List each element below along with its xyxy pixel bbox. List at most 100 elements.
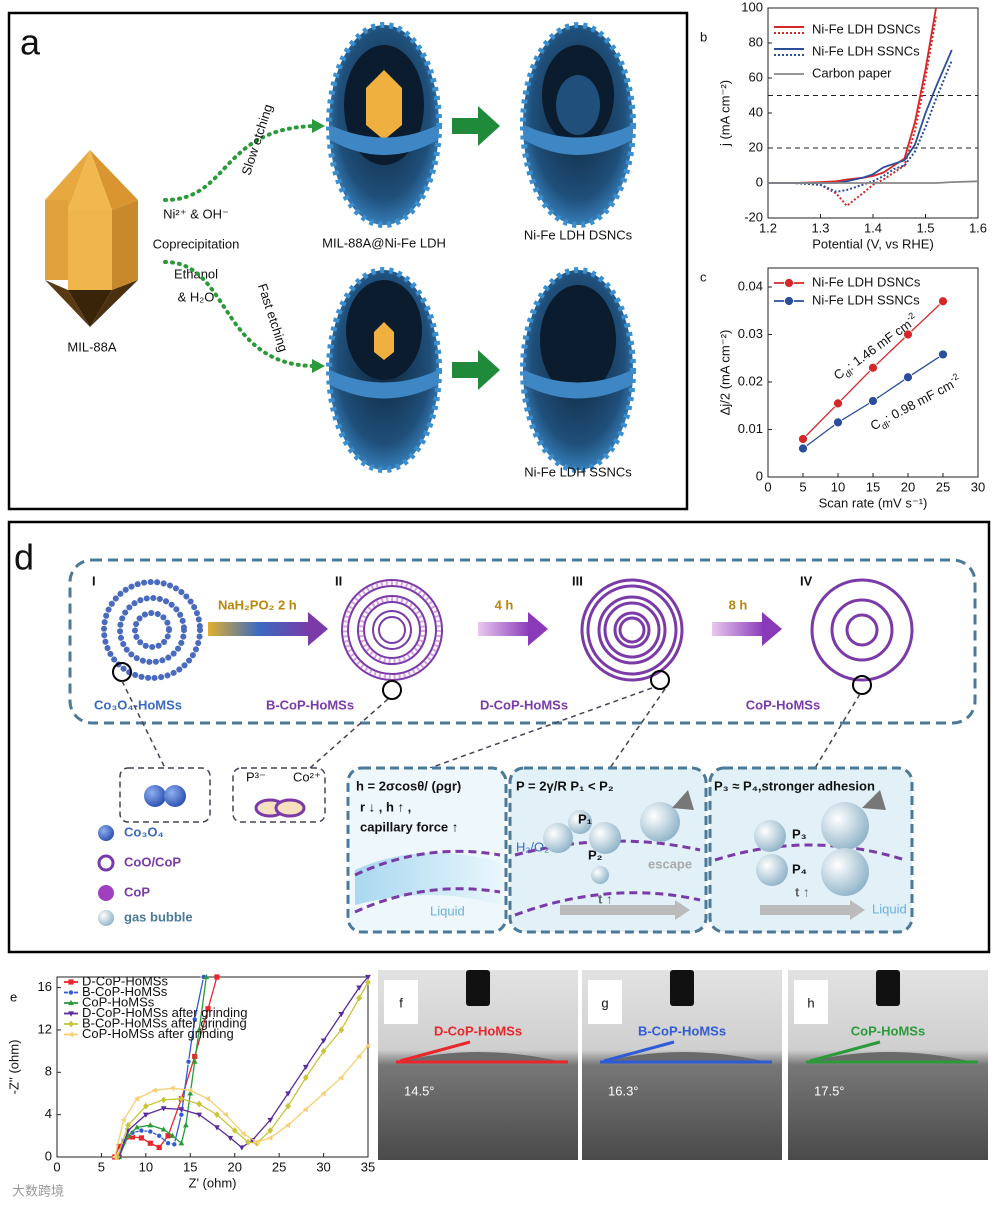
y-axis-title: j (mA cm⁻²) bbox=[717, 80, 732, 147]
marker bbox=[285, 1091, 291, 1097]
marker bbox=[338, 1074, 344, 1081]
marker bbox=[185, 1058, 192, 1065]
x-tick-label: 1.4 bbox=[864, 220, 882, 235]
arrow-head bbox=[312, 359, 325, 373]
marker bbox=[302, 1106, 308, 1113]
annotation-part: : 1.46 mF cm bbox=[844, 317, 914, 374]
zoom-box bbox=[119, 767, 211, 823]
marker bbox=[68, 1020, 74, 1028]
ion: P³⁻ bbox=[246, 769, 266, 784]
marker bbox=[364, 1042, 371, 1049]
legend-label: Ni-Fe LDH DSNCs bbox=[812, 274, 921, 289]
text: H₂/O₂ bbox=[516, 839, 549, 854]
marker bbox=[138, 1135, 145, 1141]
marker bbox=[338, 1026, 345, 1034]
panel-letter: g bbox=[601, 995, 608, 1010]
marker bbox=[356, 994, 362, 1002]
plot-frame bbox=[56, 976, 369, 1158]
label: Ni-Fe LDH DSNCs bbox=[524, 227, 633, 242]
marker bbox=[142, 1102, 149, 1110]
sample-name: D-CoP-HoMSs bbox=[480, 697, 568, 712]
x-tick-label: 1.5 bbox=[916, 220, 934, 235]
sample-name: D-CoP-HoMSs bbox=[434, 1023, 522, 1038]
step: 8 h bbox=[729, 597, 748, 612]
bubble bbox=[821, 848, 869, 896]
marker bbox=[165, 1133, 171, 1139]
text: r ↓ , h ↑ , bbox=[360, 799, 411, 814]
x-tick-label: 25 bbox=[272, 1159, 286, 1174]
series-line bbox=[768, 180, 979, 184]
x-tick-label: 15 bbox=[183, 1159, 197, 1174]
marker bbox=[187, 1087, 193, 1094]
particle bbox=[326, 22, 442, 228]
legend-label: CoO/CoP bbox=[124, 854, 181, 869]
panel-letter: f bbox=[399, 995, 403, 1010]
y-tick-label: 100 bbox=[741, 0, 763, 14]
marker bbox=[68, 989, 75, 996]
y-tick-label: 0 bbox=[756, 174, 763, 189]
bubble bbox=[754, 820, 786, 852]
arrow bbox=[452, 106, 500, 146]
legend-marker bbox=[98, 825, 114, 841]
marker bbox=[138, 1127, 145, 1134]
marker bbox=[178, 1095, 185, 1103]
y-tick-label: 12 bbox=[38, 1021, 52, 1036]
marker bbox=[355, 1053, 362, 1060]
tangent bbox=[809, 1040, 881, 1063]
marker bbox=[798, 443, 808, 454]
y-tick-label: -20 bbox=[744, 209, 763, 224]
y-tick-label: 0 bbox=[45, 1148, 52, 1163]
marker bbox=[227, 1135, 234, 1142]
y-tick-label: 0.01 bbox=[738, 421, 763, 436]
marker bbox=[68, 999, 74, 1006]
marker bbox=[267, 1117, 274, 1124]
bubble bbox=[640, 802, 680, 842]
tangent bbox=[399, 1040, 471, 1063]
legend-label: Ni-Fe LDH SSNCs bbox=[812, 43, 920, 58]
y-tick-label: 40 bbox=[749, 104, 763, 119]
equation: P = 2γ/R P₁ < P₂ bbox=[516, 778, 614, 793]
stage: IV bbox=[800, 573, 813, 588]
y-tick-label: 20 bbox=[749, 139, 763, 154]
marker bbox=[214, 1111, 220, 1119]
marker bbox=[285, 1102, 291, 1110]
marker bbox=[938, 349, 948, 360]
sample-name: Co₃O₄-HoMSs bbox=[94, 697, 182, 712]
marker bbox=[67, 1031, 74, 1038]
photos: f D-CoP-HoMSs 14.5° g B-CoP-HoMSs 16.3° h CoP-H… bbox=[378, 970, 988, 1160]
annotation-part: dl bbox=[843, 368, 855, 380]
marker bbox=[267, 1135, 273, 1141]
droplet bbox=[398, 1052, 563, 1062]
marker bbox=[192, 1053, 198, 1060]
route bbox=[163, 124, 317, 202]
particle bbox=[326, 267, 442, 473]
panel-letter: c bbox=[700, 269, 707, 284]
marker bbox=[169, 1085, 175, 1092]
marker bbox=[111, 1154, 117, 1160]
marker bbox=[903, 372, 913, 383]
x-tick-label: 0 bbox=[53, 1159, 60, 1174]
marker bbox=[267, 1127, 274, 1134]
arrow bbox=[308, 612, 328, 646]
arrow-head bbox=[312, 119, 325, 133]
annotation-part: dl bbox=[880, 420, 891, 432]
sample-name: CoP-HoMSs bbox=[746, 697, 820, 712]
needle bbox=[670, 970, 694, 1006]
y-tick-label: 60 bbox=[749, 69, 763, 84]
label: Ni²⁺ & OH⁻ bbox=[163, 206, 229, 221]
arrow bbox=[560, 900, 690, 920]
panel-letter: d bbox=[14, 537, 34, 578]
marker bbox=[187, 1090, 194, 1096]
label: Coprecipitation bbox=[153, 236, 240, 251]
text: t ↑ bbox=[598, 891, 612, 906]
marker bbox=[302, 1064, 309, 1071]
marker bbox=[231, 1127, 238, 1134]
x-axis-title: Scan rate (mV s⁻¹) bbox=[819, 495, 928, 510]
marker bbox=[178, 1111, 185, 1118]
text: P₄ bbox=[792, 861, 807, 876]
arrow bbox=[528, 612, 548, 646]
arrow bbox=[862, 790, 886, 810]
marker bbox=[156, 1144, 162, 1151]
label: & H₂O bbox=[178, 289, 215, 304]
bubble bbox=[591, 866, 609, 884]
